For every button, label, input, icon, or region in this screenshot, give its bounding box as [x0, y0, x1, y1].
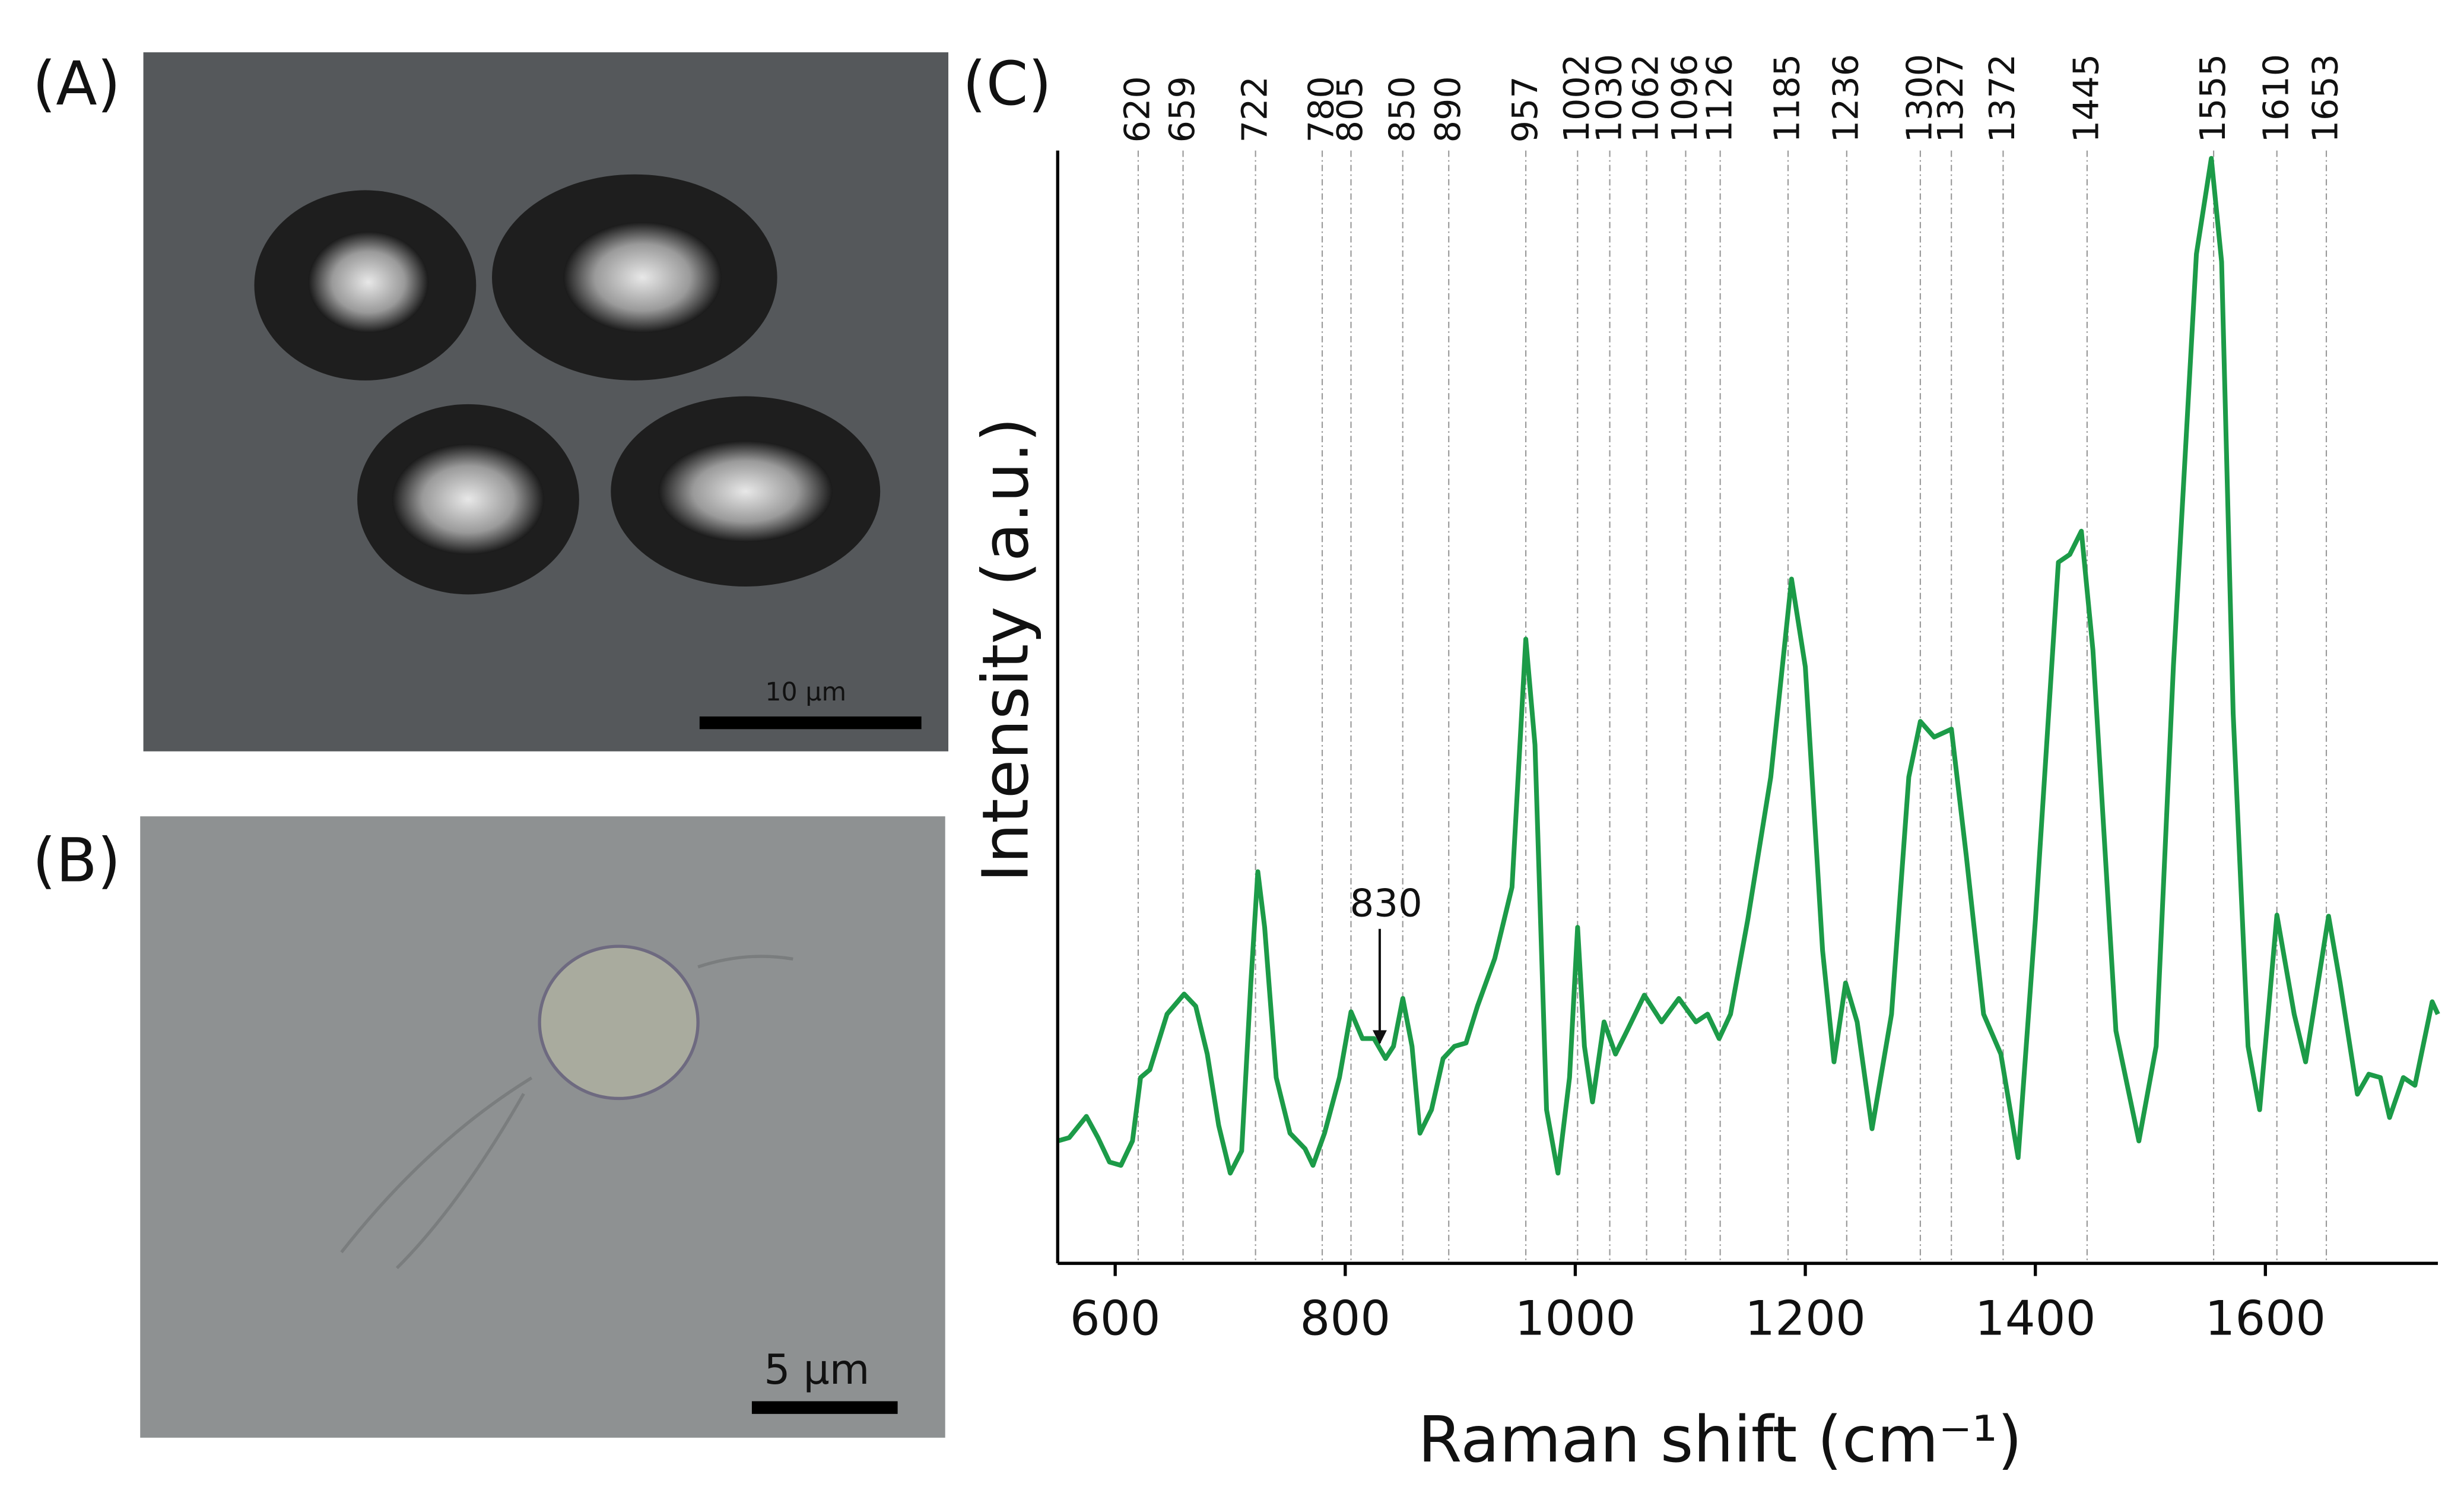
peak-label: 780	[1301, 76, 1342, 142]
peak-label: 1126	[1698, 54, 1739, 142]
peak-label: 1372	[1982, 54, 2022, 142]
y-axis-title: Intensity (a.u.)	[970, 417, 1043, 882]
micrograph-a	[143, 52, 949, 752]
panel-label: (B)	[33, 826, 121, 896]
x-axis-title: Raman shift (cm⁻¹)	[1418, 1403, 2022, 1477]
peak-label: 1236	[1825, 54, 1866, 142]
peak-label: 1030	[1588, 54, 1629, 142]
peak-label: 1300	[1899, 54, 1940, 142]
annotation: 830	[1350, 882, 1422, 925]
scale-bar-label: 10 μm	[765, 677, 846, 707]
scale-bar-label: 5 μm	[764, 1346, 869, 1394]
panel-label: (C)	[963, 49, 1052, 119]
cells-a	[254, 174, 881, 595]
peak-label: 805	[1329, 76, 1370, 142]
peak-label: 722	[1234, 76, 1275, 142]
peak-label: 1610	[2255, 54, 2296, 142]
cell-b	[340, 944, 793, 1270]
peak-label: 1445	[2066, 54, 2107, 142]
x-tick-label: 800	[1300, 1291, 1390, 1346]
micrograph-b	[140, 816, 945, 1438]
peak-label: 850	[1381, 76, 1422, 142]
peak-label: 1096	[1664, 54, 1705, 142]
x-tick-label: 1000	[1515, 1291, 1636, 1346]
peak-label: 1327	[1930, 54, 1971, 142]
peak-label: 1185	[1767, 54, 1808, 142]
peak-label: 1555	[2192, 54, 2233, 142]
scale-bar	[751, 1401, 898, 1414]
peak-label: 620	[1117, 76, 1158, 142]
peak-label: 1002	[1556, 54, 1597, 142]
spectrum-line	[1057, 156, 2440, 1176]
x-tick-label: 1200	[1745, 1291, 1866, 1346]
peak-label: 890	[1427, 76, 1468, 142]
x-tick-label: 1600	[2205, 1291, 2326, 1346]
peak-label: 659	[1161, 76, 1202, 142]
peak-label: 1653	[2305, 54, 2346, 142]
panel-label: (A)	[33, 49, 121, 119]
x-tick-label: 600	[1070, 1291, 1161, 1346]
x-tick-label: 1400	[1975, 1291, 2096, 1346]
scale-bar	[699, 716, 922, 730]
peak-label: 957	[1504, 76, 1545, 142]
peak-label: 1062	[1625, 54, 1666, 142]
